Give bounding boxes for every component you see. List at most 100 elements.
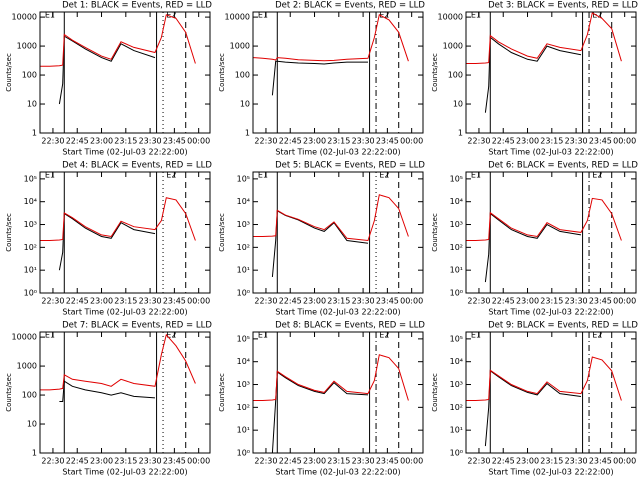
y-tick-label: 10⁵ — [450, 174, 463, 183]
series-line — [58, 35, 156, 105]
x-tick-label: 23:30 — [139, 137, 162, 146]
x-tick-label: 23:45 — [163, 457, 186, 466]
y-tick-label: 1 — [32, 449, 37, 458]
annotation: E2 — [592, 11, 602, 20]
annotation: E1 — [471, 11, 481, 20]
plot-frame — [39, 331, 211, 454]
x-axis-label: Start Time (02-Jul-03 22:22:00) — [275, 308, 400, 317]
x-tick-label: 23:45 — [589, 297, 612, 306]
x-tick-label: 23:30 — [352, 297, 375, 306]
annotation: E1 — [45, 11, 55, 20]
panel: Det 6: BLACK = Events, RED = LLD Start Ti… — [431, 161, 638, 317]
x-axis-label: Start Time (02-Jul-03 22:22:00) — [62, 148, 187, 157]
annotation: E2 — [592, 331, 602, 340]
y-tick-label: 10³ — [450, 380, 463, 389]
plot-frame — [465, 171, 637, 294]
panel: Det 9: BLACK = Events, RED = LLD Start Ti… — [431, 321, 638, 477]
chart-title: Det 7: BLACK = Events, RED = LLD — [62, 321, 212, 331]
x-tick-label: 23:00 — [90, 137, 113, 146]
x-tick-label: 23:30 — [139, 457, 162, 466]
y-tick-label: 10⁰ — [237, 449, 250, 458]
x-tick-label: 22:45 — [492, 457, 515, 466]
y-axis-label: Counts/sec — [218, 373, 226, 412]
annotation: E2 — [379, 171, 389, 180]
x-tick-label: 22:30 — [467, 457, 490, 466]
x-axis-label: Start Time (02-Jul-03 22:22:00) — [488, 148, 613, 157]
x-tick-label: 23:00 — [516, 457, 539, 466]
series-line — [466, 356, 622, 401]
y-tick-label: 10 — [27, 420, 37, 429]
y-tick-label: 10³ — [450, 220, 463, 229]
y-tick-label: 10⁴ — [237, 357, 250, 366]
x-tick-label: 23:15 — [114, 297, 137, 306]
x-tick-label: 23:15 — [327, 297, 350, 306]
x-tick-label: 00:00 — [400, 457, 423, 466]
x-tick-label: 22:30 — [41, 137, 64, 146]
chart-title: Det 8: BLACK = Events, RED = LLD — [275, 321, 425, 331]
y-axis-label: Counts/sec — [431, 213, 439, 252]
y-tick-label: 10 — [27, 100, 37, 109]
x-tick-label: 22:45 — [66, 297, 89, 306]
y-tick-label: 10⁵ — [237, 174, 250, 183]
x-tick-label: 23:15 — [114, 457, 137, 466]
series-line — [40, 333, 196, 391]
y-tick-label: 10000 — [438, 13, 463, 22]
x-axis-label: Start Time (02-Jul-03 22:22:00) — [488, 308, 613, 317]
y-tick-label: 10⁰ — [24, 289, 37, 298]
plot-frame — [465, 331, 637, 454]
series-line — [253, 354, 409, 401]
x-tick-label: 22:30 — [467, 297, 490, 306]
y-tick-label: 10² — [24, 243, 37, 252]
x-tick-label: 23:15 — [327, 137, 350, 146]
x-axis-label: Start Time (02-Jul-03 22:22:00) — [62, 308, 187, 317]
x-tick-label: 23:15 — [540, 137, 563, 146]
chart-title: Det 3: BLACK = Events, RED = LLD — [488, 1, 638, 11]
series-line — [40, 197, 196, 241]
x-tick-label: 22:45 — [279, 457, 302, 466]
y-tick-label: 1 — [245, 129, 250, 138]
x-tick-label: 22:30 — [41, 297, 64, 306]
y-axis-label: Counts/sec — [5, 213, 13, 252]
chart-title: Det 5: BLACK = Events, RED = LLD — [275, 161, 425, 171]
x-tick-label: 22:45 — [492, 297, 515, 306]
y-tick-label: 10⁰ — [237, 289, 250, 298]
chart-title: Det 1: BLACK = Events, RED = LLD — [62, 1, 212, 11]
y-tick-label: 10¹ — [450, 426, 463, 435]
x-tick-label: 00:00 — [613, 457, 636, 466]
panel: Det 3: BLACK = Events, RED = LLD Start Ti… — [431, 1, 638, 157]
x-tick-label: 23:00 — [516, 297, 539, 306]
y-tick-label: 1000 — [230, 42, 250, 51]
y-tick-label: 100 — [22, 71, 37, 80]
chart-title: Det 6: BLACK = Events, RED = LLD — [488, 161, 638, 171]
x-tick-label: 23:45 — [589, 137, 612, 146]
panel: Det 4: BLACK = Events, RED = LLD Start Ti… — [5, 161, 212, 317]
annotation: E2 — [166, 171, 176, 180]
y-tick-label: 1000 — [17, 362, 37, 371]
y-tick-label: 1 — [32, 129, 37, 138]
panel: Det 7: BLACK = Events, RED = LLD Start Ti… — [5, 321, 212, 477]
x-tick-label: 23:45 — [163, 137, 186, 146]
x-tick-label: 23:00 — [303, 457, 326, 466]
x-tick-label: 23:45 — [589, 457, 612, 466]
x-tick-label: 23:00 — [90, 457, 113, 466]
y-tick-label: 10⁴ — [24, 197, 37, 206]
y-tick-label: 10000 — [12, 333, 37, 342]
x-tick-label: 22:30 — [467, 137, 490, 146]
y-tick-label: 10000 — [12, 13, 37, 22]
x-tick-label: 23:15 — [114, 137, 137, 146]
x-tick-label: 22:45 — [66, 457, 89, 466]
series-line — [271, 60, 368, 96]
x-tick-label: 23:15 — [540, 457, 563, 466]
y-tick-label: 10³ — [237, 380, 250, 389]
y-axis-label: Counts/sec — [5, 373, 13, 412]
x-tick-label: 22:30 — [254, 457, 277, 466]
series-line — [466, 197, 622, 241]
series-line — [484, 36, 582, 113]
y-tick-label: 10¹ — [237, 266, 250, 275]
chart-title: Det 4: BLACK = Events, RED = LLD — [62, 161, 212, 171]
y-tick-label: 10⁴ — [237, 197, 250, 206]
annotation: E1 — [45, 331, 55, 340]
chart-title: Det 9: BLACK = Events, RED = LLD — [488, 321, 638, 331]
x-tick-label: 00:00 — [187, 297, 210, 306]
